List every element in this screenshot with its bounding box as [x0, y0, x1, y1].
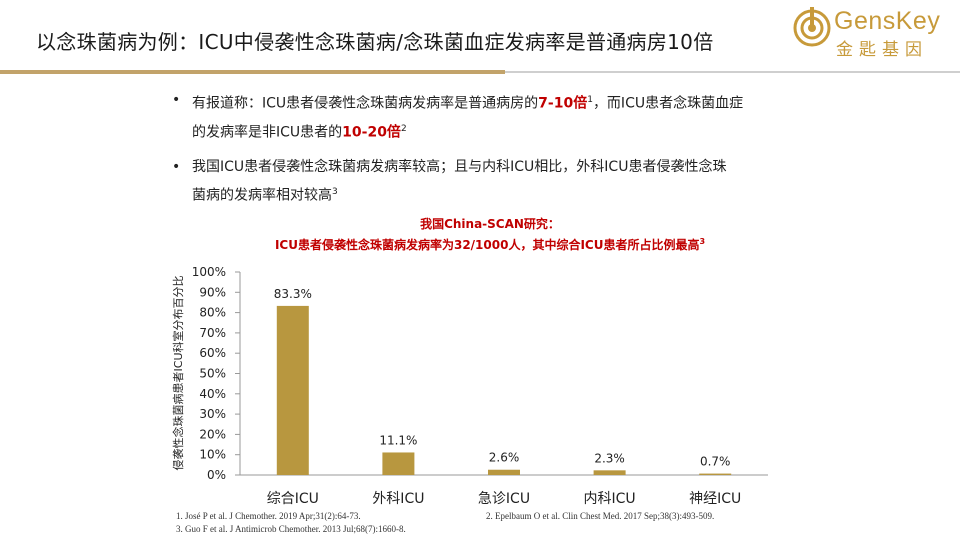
y-tick-label: 60% — [199, 346, 226, 360]
x-tick-label: 急诊ICU — [478, 491, 530, 507]
x-tick-label: 内科ICU — [584, 491, 636, 507]
x-tick-label: 神经ICU — [689, 491, 741, 507]
bullet-text: 的发病率是非ICU患者的 — [192, 124, 343, 141]
y-tick-label: 40% — [199, 387, 226, 401]
page-title: 以念珠菌病为例：ICU中侵袭性念珠菌病/念珠菌血症发病率是普通病房10倍 — [36, 30, 714, 54]
y-tick-label: 0% — [207, 468, 226, 482]
bullet-line: 的发病率是非ICU患者的10-20倍2 — [192, 117, 822, 146]
title-divider-gold — [0, 70, 505, 74]
citation-sup: 1 — [587, 95, 593, 105]
bar-value-label: 83.3% — [274, 287, 312, 301]
y-tick-label: 90% — [199, 285, 226, 299]
title-divider — [0, 70, 960, 74]
bullet-line: 我国ICU患者侵袭性念珠菌病发病率较高；且与内科ICU相比，外科ICU患者侵袭性… — [192, 159, 727, 176]
x-tick-label: 综合ICU — [267, 491, 319, 507]
title-divider-grey — [505, 71, 960, 73]
reference-item: 1. José P et al. J Chemother. 2019 Apr;3… — [176, 511, 361, 521]
y-tick-label: 80% — [199, 306, 226, 320]
bullet-text: 有报道称：ICU患者侵袭性念珠菌病发病率是普通病房的 — [192, 95, 539, 112]
bar — [593, 470, 626, 475]
bar-value-label: 2.3% — [594, 451, 625, 465]
y-tick-label: 70% — [199, 326, 226, 340]
genskey-logo-icon — [793, 7, 831, 47]
citation-sup: 3 — [699, 237, 706, 246]
citation-sup: 3 — [332, 187, 338, 198]
logo-text-cn: 金匙基因 — [836, 40, 928, 60]
citation-sup: 2 — [400, 123, 407, 134]
bar — [699, 473, 732, 475]
bar-value-label: 0.7% — [700, 455, 731, 469]
bullet-list: • 有报道称：ICU患者侵袭性念珠菌病发病率是普通病房的7-10倍1，而ICU患… — [172, 88, 822, 219]
bullet-item: • 有报道称：ICU患者侵袭性念珠菌病发病率是普通病房的7-10倍1，而ICU患… — [172, 88, 822, 145]
logo-text-en: GensKey — [834, 7, 941, 35]
bar-value-label: 2.6% — [489, 451, 520, 465]
bullet-item: • 我国ICU患者侵袭性念珠菌病发病率较高；且与内科ICU相比，外科ICU患者侵… — [172, 155, 822, 209]
bullet-text: 菌病的发病率相对较高 — [192, 187, 332, 204]
y-tick-label: 10% — [199, 448, 226, 462]
y-axis-ticks: 0% 10% 20% 30% 40% 50% 60% 70% 80% 90% 100% — [192, 265, 240, 482]
y-tick-label: 100% — [192, 265, 226, 279]
bullet-dot-icon: • — [172, 92, 181, 108]
bullet-highlight: 10-20倍 — [342, 124, 401, 141]
y-tick-label: 20% — [199, 427, 226, 441]
bullet-line: 菌病的发病率相对较高3 — [192, 180, 822, 209]
y-axis-label: 侵袭性念珠菌病患者ICU科室分布百分比 — [171, 276, 185, 471]
bar — [488, 469, 520, 475]
bar-series: 83.3% 综合ICU 11.1% 外科ICU 2.6% 急诊ICU 2.3% 内科ICU 0.… — [267, 287, 742, 507]
bullet-dot-icon: • — [172, 159, 181, 176]
study-title: 我国China-SCAN研究： — [420, 217, 560, 231]
bar — [382, 452, 415, 475]
bullet-line: 有报道称：ICU患者侵袭性念珠菌病发病率是普通病房的7-10倍1，而ICU患者念… — [192, 88, 822, 117]
bullet-highlight: 7-10倍 — [538, 95, 588, 112]
study-subtitle: ICU患者侵袭性念珠菌病发病率为32/1000人，其中综合ICU患者所占比例最高… — [245, 233, 735, 254]
reference-item: 3. Guo F et al. J Antimicrob Chemother. … — [176, 524, 406, 534]
x-tick-label: 外科ICU — [372, 491, 424, 507]
bullet-text: ，而ICU患者念珠菌血症 — [592, 95, 744, 112]
study-subtitle-text: ICU患者侵袭性念珠菌病发病率为32/1000人，其中综合ICU患者所占比例最高 — [274, 238, 700, 252]
genskey-logo: GensKey 金匙基因 — [790, 4, 950, 60]
bar-value-label: 11.1% — [379, 433, 417, 447]
study-caption: 我国China-SCAN研究： ICU患者侵袭性念珠菌病发病率为32/1000人… — [245, 216, 735, 254]
reference-item: 2. Epelbaum O et al. Clin Chest Med. 201… — [486, 511, 715, 521]
y-tick-label: 30% — [199, 407, 226, 421]
y-tick-label: 50% — [199, 367, 226, 381]
bar — [276, 305, 309, 475]
